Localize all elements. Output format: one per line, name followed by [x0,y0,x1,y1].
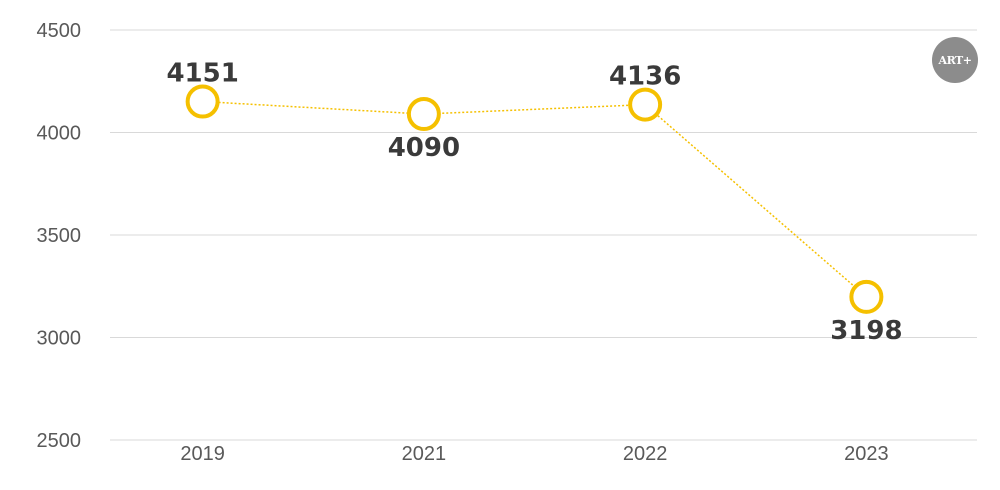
x-tick-label: 2023 [844,443,889,465]
y-tick-label: 4500 [37,20,82,42]
y-tick-label: 3000 [37,328,82,350]
data-point [849,279,884,314]
y-axis: 2500 3000 3500 4000 4500 [37,20,82,452]
y-tick-label: 4000 [37,123,82,145]
data-label: 4090 [388,133,460,163]
x-tick-label: 2019 [180,443,225,465]
data-point [628,87,663,122]
y-tick-label: 3500 [37,225,82,247]
x-tick-label: 2021 [402,443,447,465]
data-label: 3198 [830,316,902,346]
data-label: 4151 [166,59,238,89]
data-labels: 4151 4090 4136 3198 [166,59,902,346]
x-tick-label: 2022 [623,443,668,465]
series-line [202,100,867,298]
gridlines [110,29,977,441]
x-axis: 2019 2021 2022 2023 [180,443,888,465]
data-point [406,97,441,132]
data-point [185,84,220,119]
y-tick-label: 2500 [37,430,82,452]
series-group [185,84,884,314]
brand-logo: ART+ [932,37,978,83]
data-label: 4136 [609,62,681,92]
